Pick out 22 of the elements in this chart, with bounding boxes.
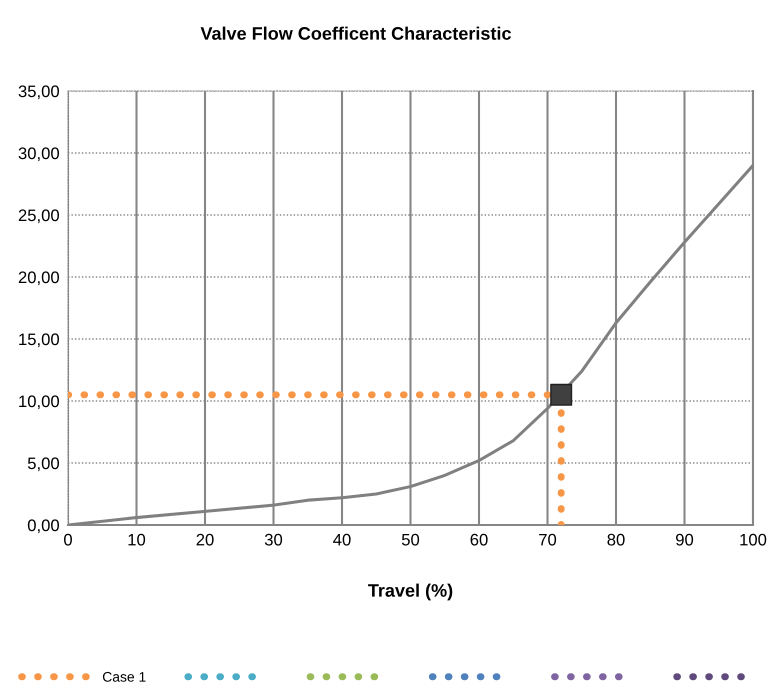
x-tick-label: 20 [196, 534, 214, 546]
x-tick-label: 100 [740, 534, 766, 546]
x-axis-title: Travel (%) [368, 584, 452, 600]
x-tick-label: 70 [539, 534, 556, 546]
x-tick-label: 10 [128, 534, 146, 546]
x-tick-label: 50 [402, 534, 420, 546]
y-tick-label: 25,00 [18, 209, 60, 224]
x-tick-label: 30 [264, 534, 282, 546]
y-tick-label: 30,00 [18, 147, 60, 162]
y-tick-label: 0,00 [28, 519, 60, 534]
x-tick-label: 80 [607, 534, 625, 546]
y-tick-label: 20,00 [18, 271, 60, 286]
legend-label: Case 1 [102, 672, 146, 682]
y-tick-label: 5,00 [28, 457, 60, 472]
x-tick-label: 60 [470, 534, 488, 546]
chart-title: Valve Flow Coefficent Characteristic [200, 26, 511, 40]
y-tick-label: 35,00 [18, 85, 60, 100]
x-tick-label: 40 [333, 534, 351, 546]
y-tick-label: 15,00 [19, 333, 60, 348]
x-tick-label: 0 [64, 534, 72, 546]
y-tick-label: 10,00 [19, 395, 60, 410]
x-tick-label: 90 [676, 534, 694, 546]
